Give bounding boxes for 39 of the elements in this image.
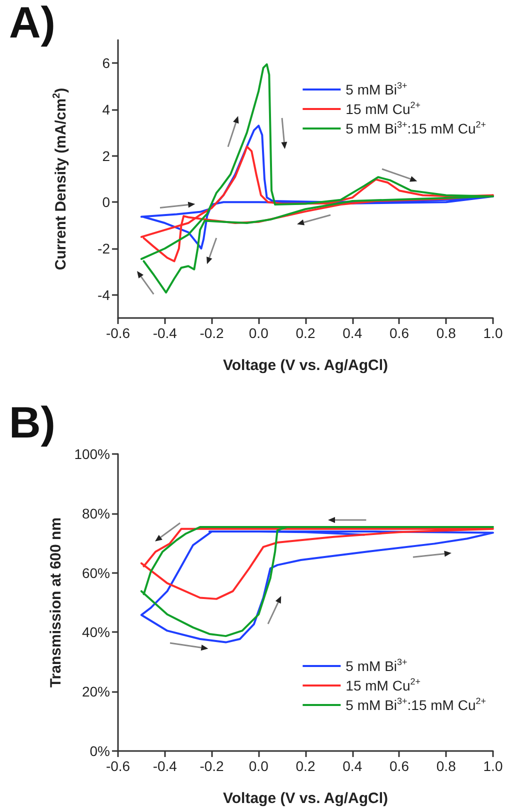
x-tick-label: -0.4 xyxy=(152,325,178,341)
y-tick-label: -2 xyxy=(98,240,110,256)
x-tick-label: 0.4 xyxy=(342,758,362,774)
x-axis-title: Voltage (V vs. Ag/AgCl) xyxy=(222,357,388,374)
x-tick-label: 0.6 xyxy=(390,758,410,774)
y-tick-label: -4 xyxy=(98,286,110,303)
line-series xyxy=(140,528,494,600)
x-axis-title: Voltage (V vs. Ag/AgCl) xyxy=(222,790,388,807)
x-tick-label: 0.8 xyxy=(436,758,456,774)
x-tick-label: -0.6 xyxy=(106,758,130,774)
x-tick-label: -0.6 xyxy=(106,325,130,341)
line-series xyxy=(140,63,494,294)
x-tick-label: 0.2 xyxy=(296,758,316,774)
line-series xyxy=(140,146,494,262)
y-tick-label: 40% xyxy=(82,624,110,640)
x-tick-label: 0.2 xyxy=(296,325,316,341)
x-tick-label: 0.4 xyxy=(342,325,362,341)
chart-title: B) xyxy=(9,398,56,448)
y-tick-label: 6 xyxy=(102,55,110,72)
x-tick-label: 0.0 xyxy=(248,325,269,341)
y-tick-label: 4 xyxy=(102,102,110,118)
x-tick-label: 0.0 xyxy=(248,758,269,774)
y-axis-title: Transmission at 600 nm xyxy=(47,517,64,688)
y-tick-label: 20% xyxy=(82,684,110,700)
y-tick-label: 80% xyxy=(82,505,110,522)
y-tick-label: 0% xyxy=(90,743,110,759)
y-tick-label: 0 xyxy=(102,194,110,210)
x-tick-label: 1.0 xyxy=(483,758,503,774)
y-axis-title: Current Density (mA/cm2) xyxy=(52,88,70,270)
y-tick-label: 60% xyxy=(82,564,110,581)
x-tick-label: 0.6 xyxy=(390,325,410,341)
chart-title: A) xyxy=(9,0,56,48)
y-tick-label: 100% xyxy=(74,446,110,462)
x-tick-label: -0.2 xyxy=(200,325,224,341)
x-tick-label: -0.2 xyxy=(200,758,224,774)
x-tick-label: 0.8 xyxy=(436,325,456,341)
x-tick-label: -0.4 xyxy=(152,758,178,774)
y-tick-label: 2 xyxy=(102,148,110,164)
x-tick-label: 1.0 xyxy=(483,325,503,341)
